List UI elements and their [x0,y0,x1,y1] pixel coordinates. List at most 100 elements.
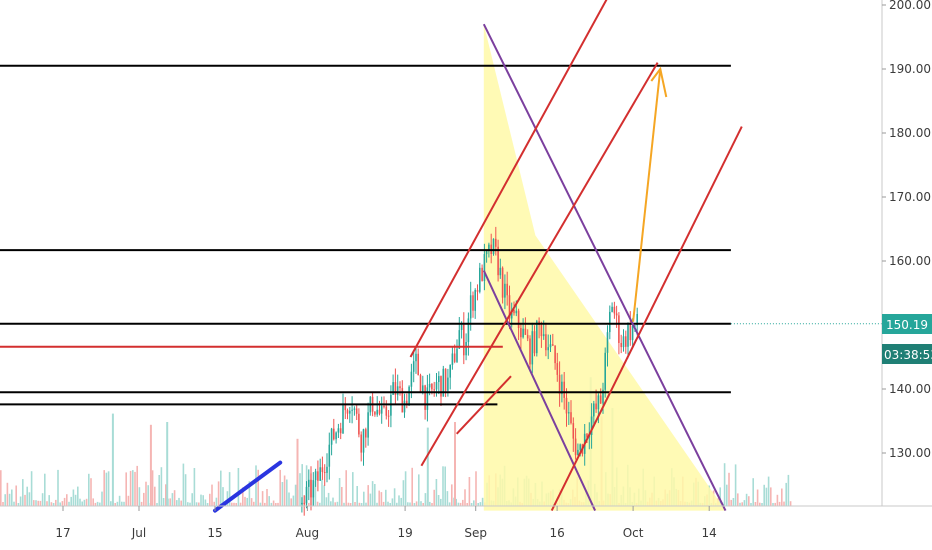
candle-body [625,336,627,347]
x-axis-ticks: 17 Jul 15 Aug 19 Sep 16 Oct 14 [55,506,717,540]
candle-body [611,306,613,312]
volume-bar [440,498,442,506]
volume-bar [776,494,779,506]
volume-bar [360,503,363,506]
candle-body [419,375,422,392]
candles-layer [301,226,638,516]
candle-body [308,479,310,487]
volume-bar [22,479,24,506]
volume-bar [409,502,411,506]
candle-body [362,429,365,453]
candle-body [504,283,506,298]
volume-bar [259,502,262,506]
volume-bar [435,479,438,506]
volume-bar [94,502,97,506]
volume-bar [761,503,763,506]
volume-bar [325,497,328,506]
volume-bar [61,501,64,506]
candle-body [526,334,529,339]
volume-bar [345,470,347,506]
candle-body [465,342,467,356]
volume-bar [15,485,17,506]
volume-bar [228,472,231,506]
volume-bar [446,491,449,506]
volume-bar [481,497,484,506]
volume-bar [206,503,209,506]
candle-body [440,376,442,397]
volume-bar [26,486,28,506]
volume-bar [268,496,270,506]
volume-bar [294,484,297,506]
candle-body [330,428,333,445]
volume-bar [334,502,336,506]
x-tick-label: Sep [464,526,487,540]
volume-bar [468,477,471,506]
candle-body [597,395,600,410]
volume-bar [457,502,460,506]
candle-body [492,238,495,254]
volume-bar [283,475,286,506]
volume-bar [79,498,81,506]
candle-body [536,321,538,354]
drawings-layer [0,0,882,513]
volume-bar [424,493,427,506]
candle-body [408,386,410,406]
volume-bar [726,484,728,506]
volume-bar [745,493,748,506]
candle-body [428,384,431,388]
candle-body [513,309,515,314]
volume-bar [184,474,187,506]
volume-bar [33,500,35,506]
volume-bar [759,502,761,506]
parallel-channel-line [420,62,659,467]
volume-bar [732,498,735,506]
candle-body [376,409,378,415]
candle-body [495,238,497,247]
candle-body [510,309,513,319]
volume-bar [277,502,279,506]
x-tick-label: Aug [296,526,319,540]
volume-bar [778,501,781,506]
volume-bar [349,503,352,506]
volume-bar [215,497,218,506]
candle-body [570,412,572,424]
volume-bar [50,502,53,506]
candle-body [394,382,397,395]
candle-body [301,502,303,505]
candle-body [312,480,315,498]
volume-bar [253,501,255,506]
volume-bar [105,472,108,506]
candle-body [305,486,308,504]
volume-bar [46,501,48,506]
volume-bar [176,500,178,506]
candle-body [568,412,570,414]
candle-body [609,311,611,333]
candle-body [545,334,547,351]
candle-body [618,315,620,343]
candle-body [522,328,524,338]
parallel-channel-line [550,126,743,512]
candle-body [547,347,549,351]
parallel-channel-line [455,375,512,435]
volume-bar [369,493,372,506]
volume-bar [11,489,13,506]
candle-body [401,388,404,413]
volume-bar [28,492,31,506]
volume-bar [136,465,138,506]
candle-body [456,348,458,362]
volume-bar [48,495,50,506]
candle-body [501,267,504,298]
volume-bar [475,471,477,506]
candle-body [520,328,522,338]
volume-bar [145,481,147,506]
volume-bar [246,497,248,506]
candle-body [472,295,474,311]
candle-body [319,467,321,481]
candle-body [458,330,461,349]
volume-bar [380,492,383,506]
candle-body [586,433,588,438]
volume-bar [402,480,405,506]
candle-body [481,267,483,281]
candle-body [323,472,326,473]
volume-bar [37,500,39,506]
